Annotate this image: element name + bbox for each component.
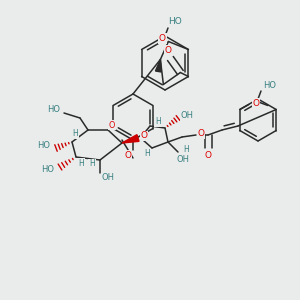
Text: H: H (72, 130, 78, 139)
Text: HO: HO (47, 106, 61, 115)
Text: OH: OH (101, 173, 115, 182)
Text: H: H (144, 149, 150, 158)
Text: HO: HO (41, 164, 55, 173)
Text: O: O (140, 131, 148, 140)
Text: O: O (109, 121, 115, 130)
Text: HO: HO (263, 80, 277, 89)
Text: OH: OH (176, 154, 190, 164)
Text: H: H (78, 158, 84, 167)
Text: O: O (165, 46, 172, 55)
Polygon shape (122, 135, 139, 143)
Text: O: O (197, 130, 205, 139)
Text: O: O (252, 99, 259, 108)
Text: HO: HO (38, 142, 50, 151)
Polygon shape (155, 59, 161, 72)
Text: H: H (89, 160, 95, 169)
Text: H: H (183, 146, 189, 154)
Text: OH: OH (181, 112, 194, 121)
Text: HO: HO (168, 17, 182, 26)
Text: O: O (205, 151, 212, 160)
Text: O: O (124, 151, 131, 160)
Text: O: O (159, 34, 166, 43)
Text: H: H (155, 118, 161, 127)
